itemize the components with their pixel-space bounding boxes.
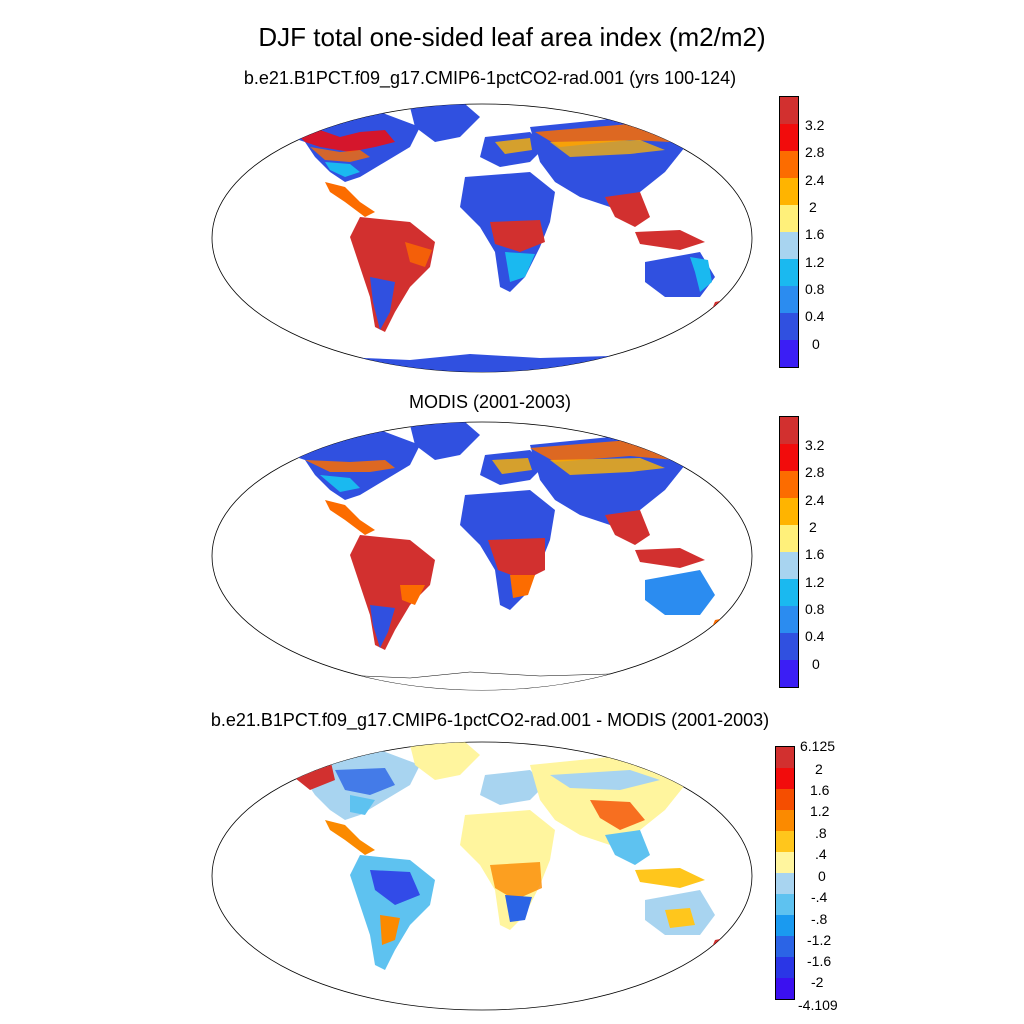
panel-1-map bbox=[211, 103, 753, 373]
main-title: DJF total one-sided leaf area index (m2/… bbox=[258, 22, 766, 52]
colorbar-1-label: 1.6 bbox=[805, 226, 825, 242]
colorbar-1-swatch bbox=[780, 286, 798, 313]
colorbar-1-swatch bbox=[780, 313, 798, 340]
colorbar-3 bbox=[775, 746, 795, 1000]
colorbar-1-swatch bbox=[780, 178, 798, 205]
colorbar-3-label: -1.6 bbox=[807, 953, 832, 969]
panel-3-map bbox=[211, 741, 753, 1011]
colorbar-3-swatch bbox=[776, 936, 794, 957]
colorbar-2-label: 0 bbox=[812, 656, 820, 672]
colorbar-1-swatch bbox=[780, 259, 798, 286]
colorbar-3-swatch bbox=[776, 810, 794, 831]
colorbar-1-swatch bbox=[780, 124, 798, 151]
colorbar-1-label: 2.4 bbox=[805, 172, 825, 188]
colorbar-3-label: 1.6 bbox=[810, 782, 830, 798]
colorbar-2-swatch bbox=[780, 417, 798, 444]
panel-2-title: MODIS (2001-2003) bbox=[408, 392, 572, 412]
colorbar-3-swatch bbox=[776, 852, 794, 873]
colorbar-3-label: -.4 bbox=[811, 889, 828, 905]
panel-1-title: b.e21.B1PCT.f09_g17.CMIP6-1pctCO2-rad.00… bbox=[243, 68, 737, 88]
colorbar-2-label: 2.4 bbox=[805, 492, 825, 508]
colorbar-3-swatch bbox=[776, 873, 794, 894]
colorbar-3-swatch bbox=[776, 957, 794, 978]
colorbar-3-swatch bbox=[776, 789, 794, 810]
colorbar-2-label: 1.6 bbox=[805, 546, 825, 562]
colorbar-1-swatch bbox=[780, 340, 798, 367]
colorbar-2 bbox=[779, 416, 799, 688]
colorbar-1-label: 0.4 bbox=[805, 308, 825, 324]
colorbar-2-swatch bbox=[780, 660, 798, 687]
colorbar-2-label: 2.8 bbox=[805, 464, 825, 480]
colorbar-2-label: 3.2 bbox=[805, 437, 825, 453]
colorbar-2-label: 0.8 bbox=[805, 601, 825, 617]
colorbar-1-label: 2.8 bbox=[805, 144, 825, 160]
colorbar-3-label: .4 bbox=[815, 846, 827, 862]
colorbar-2-swatch bbox=[780, 633, 798, 660]
colorbar-3-label: 1.2 bbox=[810, 803, 830, 819]
colorbar-1-label: 1.2 bbox=[805, 254, 825, 270]
colorbar-3-label: -4.109 bbox=[798, 997, 838, 1013]
colorbar-1-label: 0 bbox=[812, 336, 820, 352]
colorbar-1-swatch bbox=[780, 205, 798, 232]
panel-2-map bbox=[211, 421, 753, 691]
colorbar-2-swatch bbox=[780, 579, 798, 606]
colorbar-3-label: 6.125 bbox=[800, 738, 836, 754]
colorbar-1-label: 2 bbox=[809, 199, 817, 215]
colorbar-3-label: -2 bbox=[811, 974, 824, 990]
colorbar-2-swatch bbox=[780, 444, 798, 471]
colorbar-1-label: 0.8 bbox=[805, 281, 825, 297]
colorbar-3-label: -1.2 bbox=[807, 932, 832, 948]
colorbar-3-label: 0 bbox=[818, 868, 826, 884]
colorbar-2-swatch bbox=[780, 606, 798, 633]
colorbar-1-swatch bbox=[780, 232, 798, 259]
colorbar-3-swatch bbox=[776, 747, 794, 768]
colorbar-2-label: 2 bbox=[809, 519, 817, 535]
colorbar-3-swatch bbox=[776, 915, 794, 936]
colorbar-1-label: 3.2 bbox=[805, 117, 825, 133]
colorbar-3-swatch bbox=[776, 978, 794, 999]
colorbar-2-swatch bbox=[780, 552, 798, 579]
colorbar-3-label: -.8 bbox=[811, 911, 828, 927]
panel-3-title: b.e21.B1PCT.f09_g17.CMIP6-1pctCO2-rad.00… bbox=[210, 710, 770, 730]
colorbar-2-swatch bbox=[780, 471, 798, 498]
colorbar-2-label: 0.4 bbox=[805, 628, 825, 644]
colorbar-2-swatch bbox=[780, 498, 798, 525]
colorbar-2-swatch bbox=[780, 525, 798, 552]
colorbar-3-label: 2 bbox=[815, 761, 823, 777]
colorbar-3-label: .8 bbox=[815, 825, 827, 841]
colorbar-1-swatch bbox=[780, 97, 798, 124]
colorbar-3-swatch bbox=[776, 831, 794, 852]
land-field bbox=[280, 104, 730, 372]
colorbar-2-label: 1.2 bbox=[805, 574, 825, 590]
colorbar-1-swatch bbox=[780, 151, 798, 178]
colorbar-3-swatch bbox=[776, 894, 794, 915]
land-field bbox=[280, 422, 731, 690]
colorbar-1 bbox=[779, 96, 799, 368]
colorbar-3-swatch bbox=[776, 768, 794, 789]
